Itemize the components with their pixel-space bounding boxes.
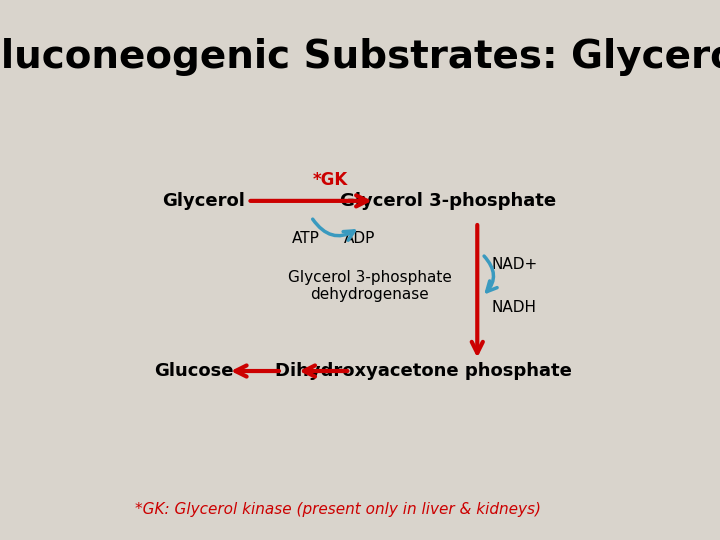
Text: NADH: NADH (492, 300, 537, 315)
Text: Glucose: Glucose (154, 362, 233, 380)
Text: Glycerol 3-phosphate: Glycerol 3-phosphate (340, 192, 556, 210)
Text: Gluconeogenic Substrates: Glycerol: Gluconeogenic Substrates: Glycerol (0, 38, 720, 76)
Text: Glycerol 3-phosphate
dehydrogenase: Glycerol 3-phosphate dehydrogenase (288, 270, 451, 302)
Text: ADP: ADP (344, 231, 376, 246)
Text: *GK: *GK (313, 171, 348, 188)
Text: NAD+: NAD+ (492, 257, 538, 272)
Text: Glycerol: Glycerol (162, 192, 245, 210)
Text: ATP: ATP (292, 231, 320, 246)
Text: *GK: Glycerol kinase (present only in liver & kidneys): *GK: Glycerol kinase (present only in li… (135, 502, 541, 517)
Text: Dihydroxyacetone phosphate: Dihydroxyacetone phosphate (275, 362, 572, 380)
